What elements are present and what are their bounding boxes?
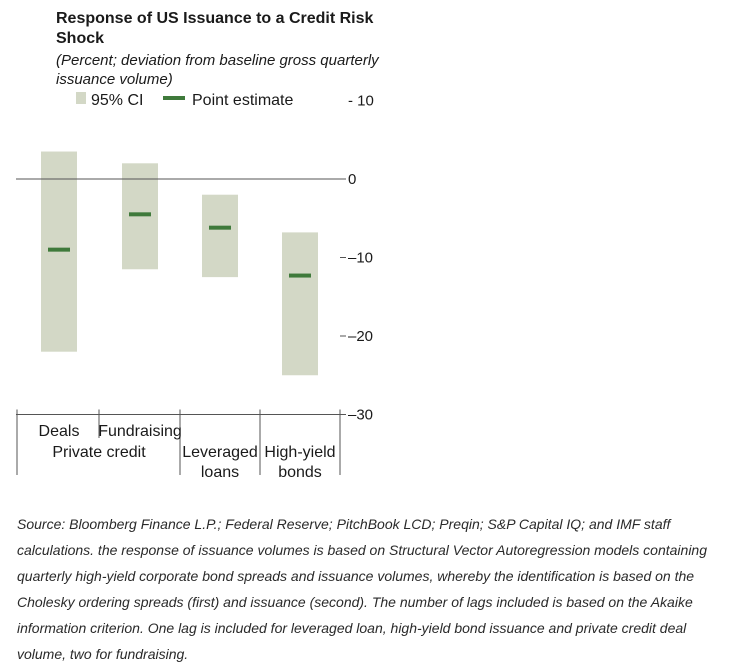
- chart-title: Response of US Issuance to a Credit Risk…: [56, 10, 374, 47]
- chart-canvas: 95% CI Point estimate - 10 0 –10 –20 –30 Dea…: [16, 92, 374, 481]
- points-layer: [48, 212, 311, 278]
- legend-ci-swatch: [76, 92, 86, 104]
- y-tick-label: –20: [348, 328, 373, 345]
- x-group-label: Private credit: [52, 444, 146, 461]
- y-tick-label: 0: [348, 171, 356, 188]
- x-tick-label: Fundraising: [98, 423, 182, 440]
- y-axis: - 10 0 –10 –20 –30: [16, 93, 374, 424]
- x-tick-label: Leveraged loans: [182, 444, 258, 481]
- chart-subtitle: (Percent; deviation from baseline gross …: [56, 52, 379, 88]
- y-tick-label: –30: [348, 407, 373, 424]
- x-tick-label: Deals: [39, 423, 80, 440]
- point-estimate-marker: [129, 212, 151, 217]
- point-estimate-marker: [209, 225, 231, 230]
- legend-point-label: Point estimate: [192, 92, 293, 109]
- legend-ci-label: 95% CI: [91, 92, 143, 109]
- y-tick-label: –10: [348, 250, 373, 267]
- ci-bar: [282, 232, 318, 376]
- legend-point-swatch: [163, 96, 185, 100]
- bars-layer: [41, 151, 318, 376]
- ci-bar: [202, 194, 238, 278]
- point-estimate-marker: [48, 247, 70, 252]
- point-estimate-marker: [289, 273, 311, 278]
- legend: 95% CI Point estimate: [76, 92, 293, 109]
- source-note: Source: Bloomberg Finance L.P.; Federal …: [17, 516, 708, 662]
- y-tick-label: - 10: [348, 93, 374, 110]
- x-tick-label: High-yield bonds: [264, 444, 335, 481]
